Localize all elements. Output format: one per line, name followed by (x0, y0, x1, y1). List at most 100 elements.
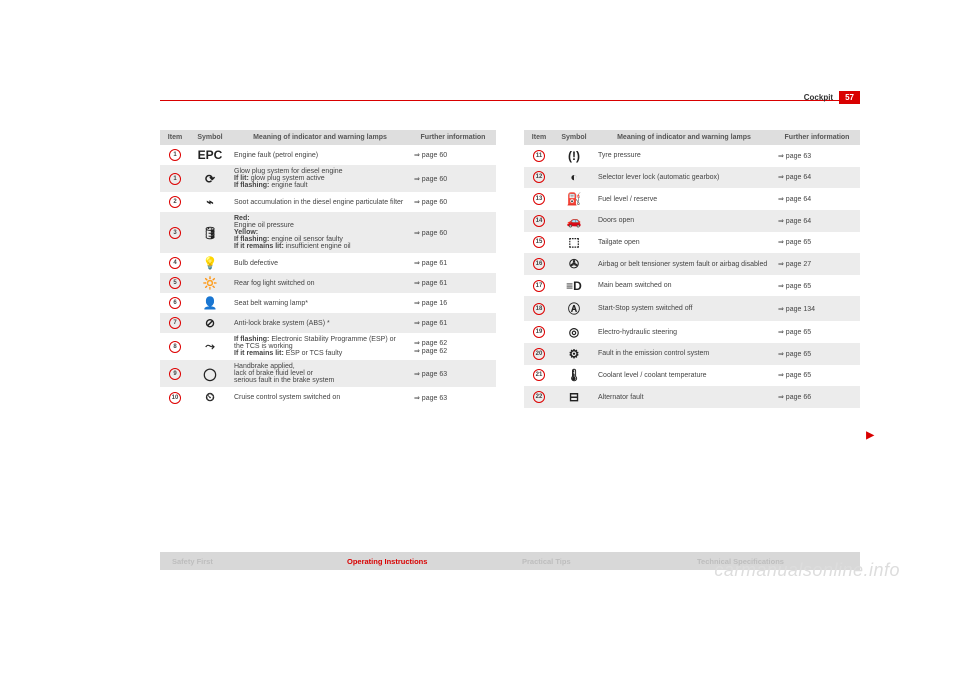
info-link[interactable]: ⇒ page 61 (410, 253, 496, 273)
symbol-icon: EPC (190, 145, 230, 165)
info-link[interactable]: ⇒ page 27 (774, 253, 860, 275)
table-row: 6👤Seat belt warning lamp*⇒ page 16 (160, 293, 496, 313)
symbol-icon: ⌁ (190, 192, 230, 212)
info-link[interactable]: ⇒ page 64 (774, 188, 860, 210)
symbol-icon: ✇ (554, 253, 594, 275)
info-link[interactable]: ⇒ page 63 (410, 360, 496, 387)
symbol-icon: ◎ (554, 321, 594, 343)
meaning-text: Main beam switched on (594, 275, 774, 297)
info-link[interactable]: ⇒ page 65 (774, 343, 860, 365)
item-number: 3 (160, 212, 190, 253)
item-number: 17 (524, 275, 554, 297)
meaning-text: Bulb defective (230, 253, 410, 273)
symbol-icon: 🌡 (554, 365, 594, 387)
table-row: 16✇Airbag or belt tensioner system fault… (524, 253, 860, 275)
th-info: Further information (410, 130, 496, 145)
meaning-text: Fault in the emission control system (594, 343, 774, 365)
info-link[interactable]: ⇒ page 60 (410, 212, 496, 253)
table-row: 3🛢Red:Engine oil pressureYellow:If flash… (160, 212, 496, 253)
info-link[interactable]: ⇒ page 63 (774, 145, 860, 167)
table-row: 15⬚Tailgate open⇒ page 65 (524, 232, 860, 254)
meaning-text: Anti-lock brake system (ABS) * (230, 313, 410, 333)
meaning-text: Glow plug system for diesel engineIf lit… (230, 165, 410, 192)
info-link[interactable]: ⇒ page 65 (774, 321, 860, 343)
item-number: 16 (524, 253, 554, 275)
info-link[interactable]: ⇒ page 66 (774, 386, 860, 408)
symbol-icon: ◯ (190, 360, 230, 387)
symbol-icon: 🚗 (554, 210, 594, 232)
info-link[interactable]: ⇒ page 63 (410, 387, 496, 408)
th-meaning: Meaning of indicator and warning lamps (594, 130, 774, 145)
th-item: Item (160, 130, 190, 145)
page-badge: Cockpit 57 (804, 90, 860, 104)
info-link[interactable]: ⇒ page 134 (774, 296, 860, 321)
item-number: 11 (524, 145, 554, 167)
symbol-icon: 👤 (190, 293, 230, 313)
tab-operating[interactable]: Operating Instructions (335, 552, 510, 570)
info-link[interactable]: ⇒ page 65 (774, 365, 860, 387)
item-number: 9 (160, 360, 190, 387)
info-link[interactable]: ⇒ page 16 (410, 293, 496, 313)
symbol-icon: ⊘ (190, 313, 230, 333)
meaning-text: Start-Stop system switched off (594, 296, 774, 321)
symbol-icon: ⬚ (554, 232, 594, 254)
symbol-icon: Ⓐ (554, 296, 594, 321)
item-number: 13 (524, 188, 554, 210)
symbol-icon: ⤳ (190, 333, 230, 360)
th-meaning: Meaning of indicator and warning lamps (230, 130, 410, 145)
info-link[interactable]: ⇒ page 61 (410, 273, 496, 293)
meaning-text: Red:Engine oil pressureYellow:If flashin… (230, 212, 410, 253)
table-row: 8⤳If flashing: Electronic Stability Prog… (160, 333, 496, 360)
symbol-icon: 🔆 (190, 273, 230, 293)
info-link[interactable]: ⇒ page 65 (774, 232, 860, 254)
info-link[interactable]: ⇒ page 64 (774, 167, 860, 189)
meaning-text: Airbag or belt tensioner system fault or… (594, 253, 774, 275)
table-row: 1EPCEngine fault (petrol engine)⇒ page 6… (160, 145, 496, 165)
info-link[interactable]: ⇒ page 62⇒ page 62 (410, 333, 496, 360)
table-row: 10⏲Cruise control system switched on⇒ pa… (160, 387, 496, 408)
table-row: 13⛽Fuel level / reserve⇒ page 64 (524, 188, 860, 210)
symbol-icon: ⏲ (190, 387, 230, 408)
item-number: 14 (524, 210, 554, 232)
table-row: 18ⒶStart-Stop system switched off⇒ page … (524, 296, 860, 321)
divider (160, 100, 860, 101)
item-number: 1 (160, 145, 190, 165)
symbol-icon: 💡 (190, 253, 230, 273)
item-number: 18 (524, 296, 554, 321)
table-row: 2⌁Soot accumulation in the diesel engine… (160, 192, 496, 212)
table-row: 12◐Selector lever lock (automatic gearbo… (524, 167, 860, 189)
symbol-icon: (!) (554, 145, 594, 167)
info-link[interactable]: ⇒ page 60 (410, 192, 496, 212)
th-info: Further information (774, 130, 860, 145)
table-row: 14🚗Doors open⇒ page 64 (524, 210, 860, 232)
item-number: 15 (524, 232, 554, 254)
tab-practical[interactable]: Practical Tips (510, 552, 685, 570)
meaning-text: Handbrake applied,lack of brake fluid le… (230, 360, 410, 387)
item-number: 12 (524, 167, 554, 189)
table-row: 1⟳Glow plug system for diesel engineIf l… (160, 165, 496, 192)
meaning-text: Rear fog light switched on (230, 273, 410, 293)
tables-container: Item Symbol Meaning of indicator and war… (160, 130, 860, 408)
meaning-text: If flashing: Electronic Stability Progra… (230, 333, 410, 360)
symbol-icon: ⊟ (554, 386, 594, 408)
table-row: 19◎Electro-hydraulic steering⇒ page 65 (524, 321, 860, 343)
th-item: Item (524, 130, 554, 145)
meaning-text: Doors open (594, 210, 774, 232)
info-link[interactable]: ⇒ page 61 (410, 313, 496, 333)
meaning-text: Seat belt warning lamp* (230, 293, 410, 313)
meaning-text: Soot accumulation in the diesel engine p… (230, 192, 410, 212)
symbol-icon: ⛽ (554, 188, 594, 210)
info-link[interactable]: ⇒ page 65 (774, 275, 860, 297)
table-row: 7⊘Anti-lock brake system (ABS) *⇒ page 6… (160, 313, 496, 333)
item-number: 2 (160, 192, 190, 212)
info-link[interactable]: ⇒ page 60 (410, 145, 496, 165)
table-row: 21🌡Coolant level / coolant temperature⇒ … (524, 365, 860, 387)
table-right: Item Symbol Meaning of indicator and war… (524, 130, 860, 408)
meaning-text: Tyre pressure (594, 145, 774, 167)
tab-safety[interactable]: Safety First (160, 552, 335, 570)
th-symbol: Symbol (554, 130, 594, 145)
section-title: Cockpit (804, 93, 833, 102)
info-link[interactable]: ⇒ page 60 (410, 165, 496, 192)
meaning-text: Alternator fault (594, 386, 774, 408)
info-link[interactable]: ⇒ page 64 (774, 210, 860, 232)
